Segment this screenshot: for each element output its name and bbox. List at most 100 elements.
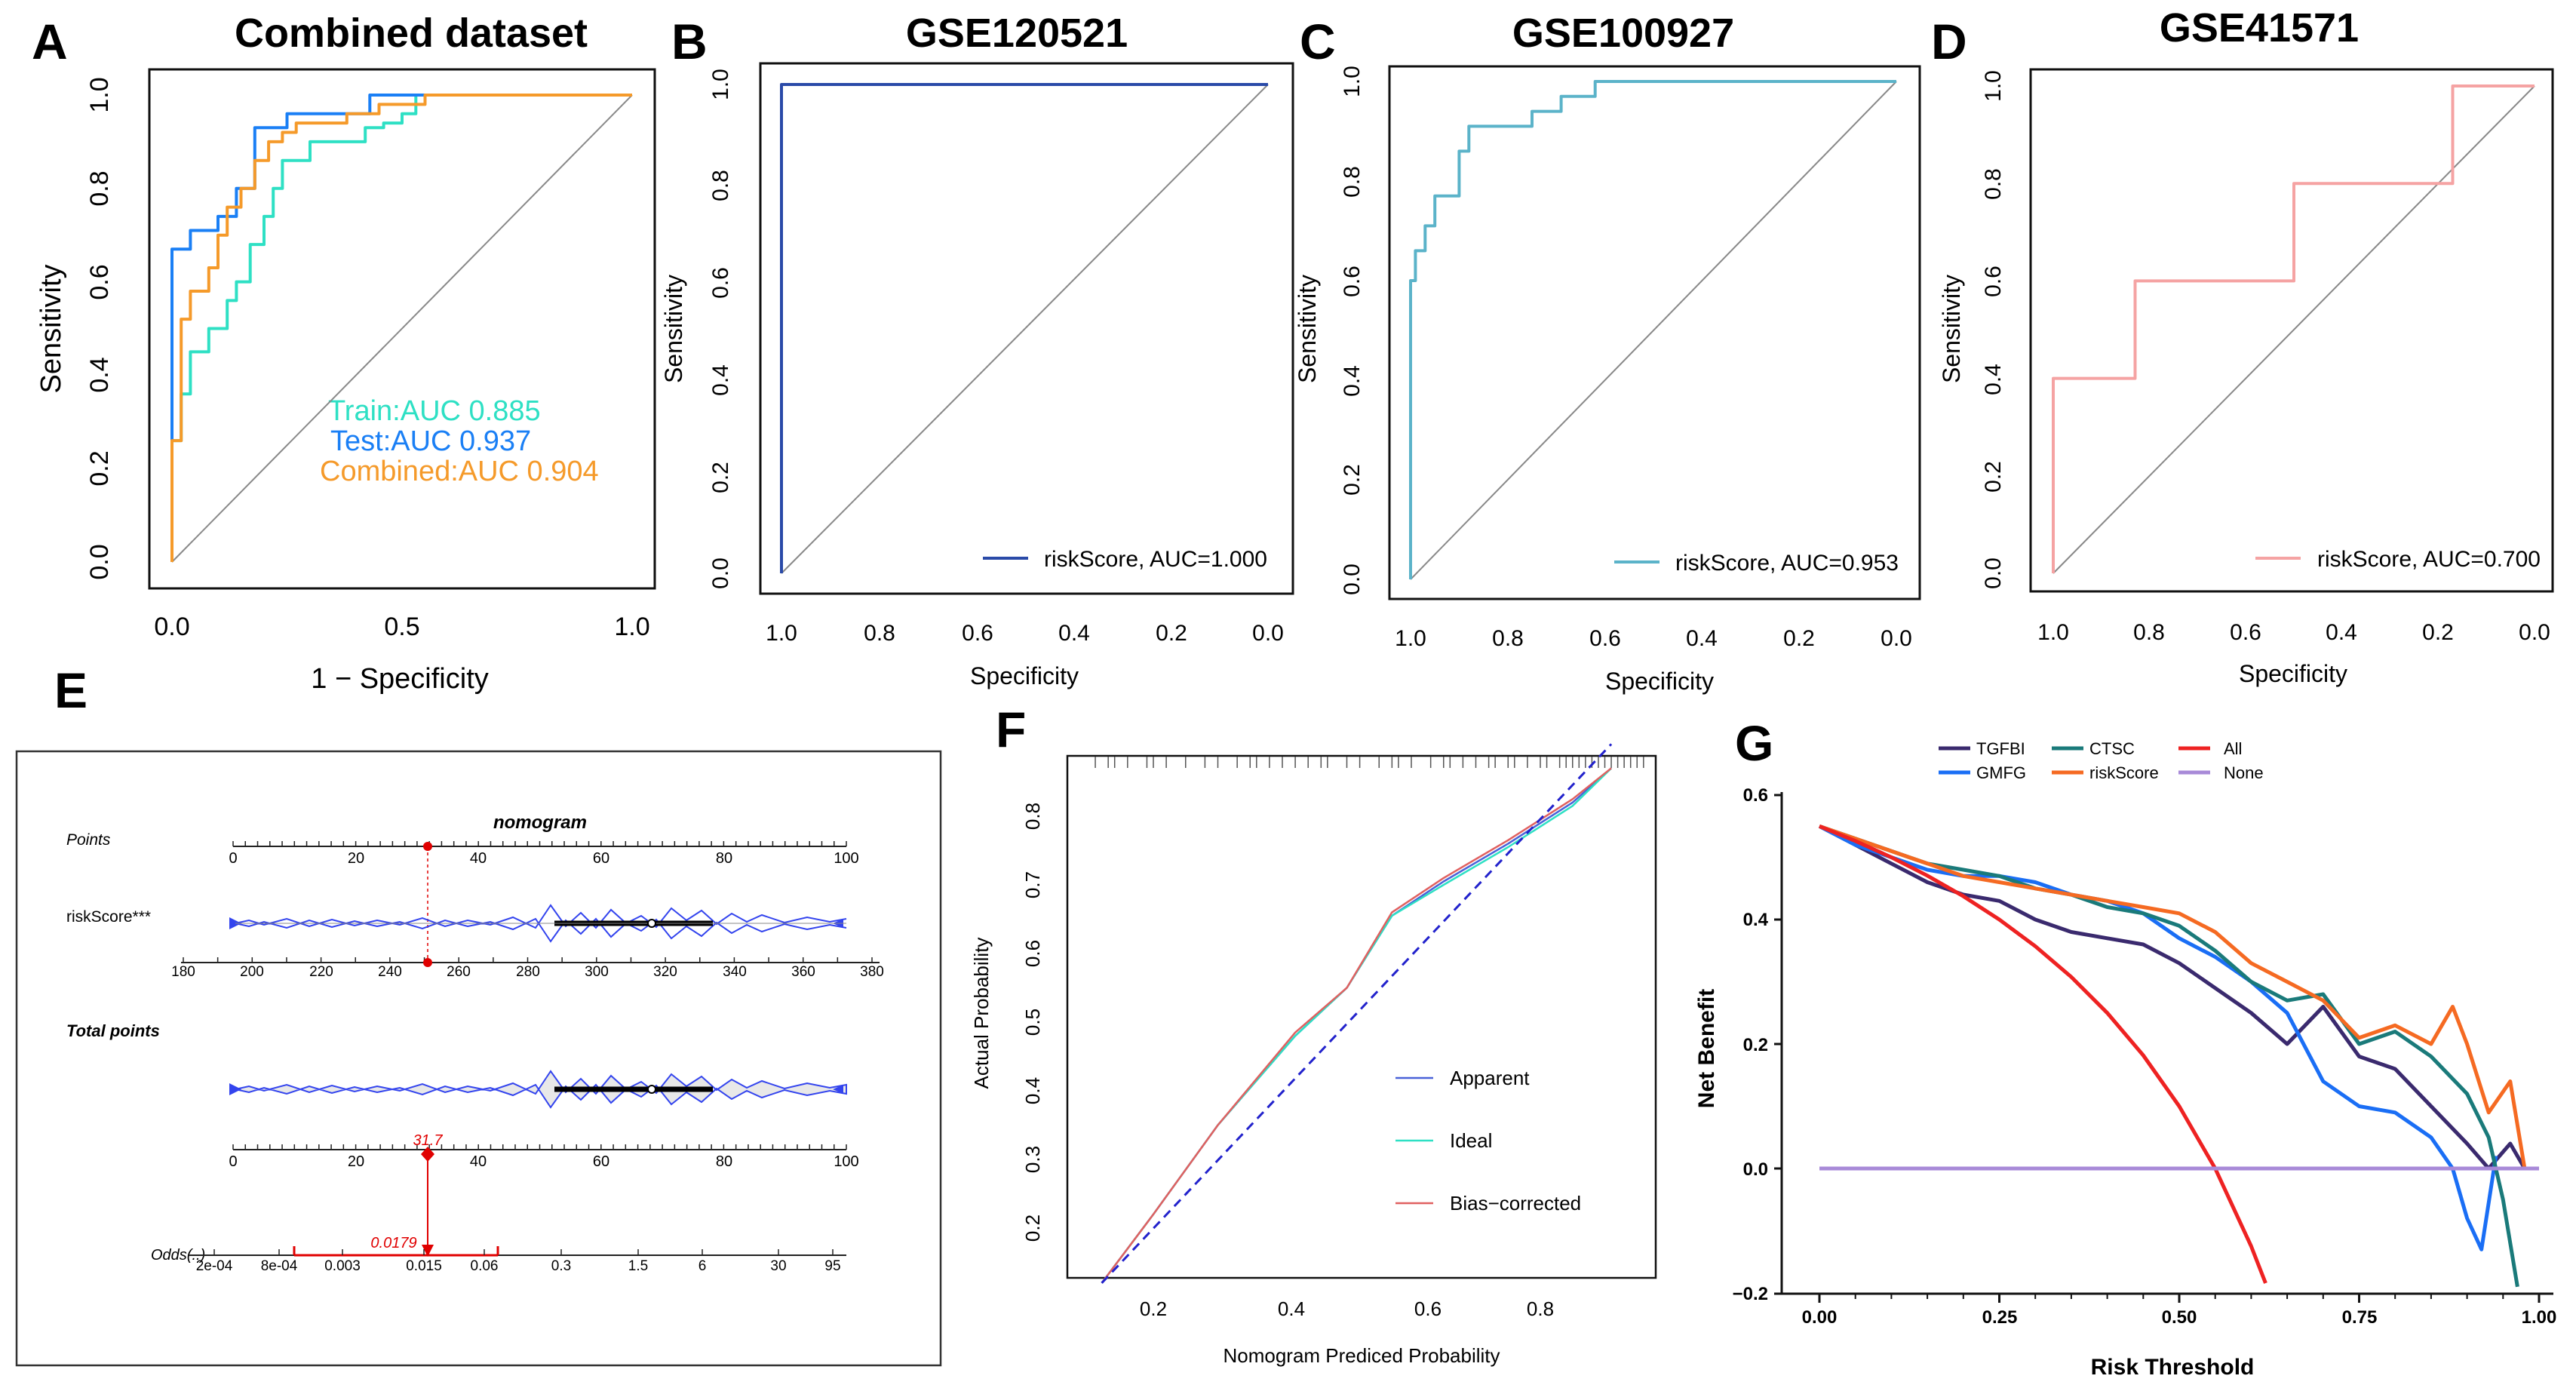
- panel-g-legend: TGFBI GMFG CTSC riskScore All None: [1939, 739, 2264, 782]
- panel-c-series-riskscore-auc-0-953: [1409, 80, 1896, 579]
- total-points-label: Total points: [66, 1021, 160, 1040]
- panel-d-legend: riskScore, AUC=0.700: [2255, 547, 2541, 572]
- riskscore-axis-ticks: [183, 957, 873, 963]
- total-tick-label: 80: [716, 1153, 732, 1170]
- panel-b-ytick: 0.2: [708, 462, 733, 493]
- odds-tick-label: 0.3: [551, 1258, 571, 1274]
- total-tick-label: 0: [229, 1153, 237, 1170]
- panel-d-reference-diagonal: [2053, 85, 2535, 574]
- panel-f-series-diagonal: [1101, 743, 1613, 1284]
- panel-c-ytick: 0.8: [1340, 166, 1365, 198]
- panel-d-xtick: 0.4: [2326, 620, 2357, 645]
- panel-d-xlabel: Specificity: [2239, 660, 2347, 687]
- riskscore-median: [647, 919, 656, 928]
- panel-c-title: GSE100927: [1512, 11, 1734, 56]
- panel-f-xtick: 0.4: [1278, 1297, 1305, 1320]
- panel-d-yticks: 0.0 0.2 0.4 0.6 0.8 1.0: [1981, 70, 2006, 589]
- legend-label-riskscore: riskScore: [2089, 763, 2159, 782]
- total-points-median: [647, 1085, 656, 1094]
- legend-label-ctsc: CTSC: [2089, 739, 2135, 758]
- total-tick-label: 100: [834, 1153, 858, 1170]
- panel-g-xtick: 1.00: [2522, 1307, 2557, 1328]
- panel-e-frame: [15, 750, 942, 1367]
- panel-g-yticks: −0.2 0.0 0.2 0.4 0.6: [1733, 785, 1769, 1304]
- points-axis-labels: 0 20 40 60 80 100: [229, 850, 858, 867]
- panel-b-xtick: 0.8: [864, 621, 895, 646]
- panel-c-xtick: 0.0: [1881, 626, 1912, 651]
- panel-a-ytick: 1.0: [85, 77, 114, 112]
- panel-f-ytick: 0.3: [1021, 1146, 1044, 1173]
- panel-g-ytick: 0.6: [1743, 785, 1768, 806]
- panel-a-ytick: 0.4: [85, 357, 114, 392]
- panel-f-xticks: 0.2 0.4 0.6 0.8: [1140, 1297, 1554, 1320]
- panel-a-reference-diagonal: [171, 94, 633, 563]
- panel-d-plot-frame: [2029, 68, 2554, 593]
- panel-b-ytick: 1.0: [708, 69, 733, 100]
- panel-g-xtick: 0.25: [1982, 1307, 2018, 1328]
- panel-c-legend: riskScore, AUC=0.953: [1614, 551, 1899, 576]
- panel-b-xlabel: Specificity: [970, 662, 1079, 689]
- panel-f-ytick: 0.4: [1021, 1077, 1044, 1104]
- points-row-label: Points: [66, 831, 111, 849]
- panel-e-letter: E: [54, 662, 88, 718]
- panel-g-series-riskscore: [1819, 824, 2527, 1169]
- riskscore-marker: [423, 958, 432, 967]
- riskscore-tick-label: 260: [447, 964, 471, 980]
- panel-c-xtick: 1.0: [1395, 626, 1426, 651]
- panel-f-legend-ideal: Ideal: [1450, 1129, 1492, 1152]
- panel-c-ytick: 0.0: [1340, 563, 1365, 595]
- panel-a-xtick: 1.0: [614, 613, 649, 641]
- panel-a-annotations: Train:AUC 0.885 Test:AUC 0.937 Combined:…: [320, 395, 599, 487]
- panel-f-rug: [1095, 757, 1644, 768]
- panel-g-xtick: 0.50: [2162, 1307, 2197, 1328]
- panel-d-legend-label: riskScore, AUC=0.700: [2317, 547, 2541, 572]
- total-tick-label: 40: [470, 1153, 487, 1170]
- panel-d-ylabel: Sensitivity: [1938, 275, 1965, 383]
- riskscore-tick-label: 340: [723, 964, 747, 980]
- panel-g-xtick: 0.00: [1802, 1307, 1838, 1328]
- panel-a-plot-frame: [148, 68, 656, 590]
- panel-a-auc-combined: Combined:AUC 0.904: [320, 456, 599, 487]
- panel-f-xtick: 0.6: [1414, 1297, 1442, 1320]
- panel-b-xtick: 0.2: [1156, 621, 1187, 646]
- odds-tick-label: 8e-04: [261, 1258, 298, 1274]
- odds-tick-label: 6: [698, 1258, 707, 1274]
- panel-f: F 0.2 0.3 0.4 0.5 0.6 0.7 0.8 0.2 0.4 0.…: [970, 702, 1657, 1367]
- panel-f-legend-apparent: Apparent: [1450, 1067, 1530, 1089]
- riskscore-tick-label: 300: [585, 964, 609, 980]
- odds-tick-label: 30: [770, 1258, 786, 1274]
- odds-tick-label: 0.015: [406, 1258, 442, 1274]
- odds-axis-labels: 2e-04 8e-04 0.003 0.015 0.06 0.3 1.5 6 3…: [196, 1258, 841, 1274]
- legend-label-tgfbi: TGFBI: [1976, 739, 2025, 758]
- panel-a-ytick: 0.8: [85, 170, 114, 206]
- odds-axis-ticks: [213, 1249, 834, 1255]
- points-tick-label: 80: [716, 850, 732, 867]
- odds-tick-label: 1.5: [628, 1258, 648, 1274]
- panel-g-xticks: 0.00 0.25 0.50 0.75 1.00: [1802, 1307, 2557, 1328]
- panel-f-xtick: 0.2: [1140, 1297, 1167, 1320]
- panel-d-xticks: 1.0 0.8 0.6 0.4 0.2 0.0: [2037, 620, 2550, 645]
- panel-b-xtick: 0.0: [1252, 621, 1284, 646]
- panel-b-legend: riskScore, AUC=1.000: [983, 547, 1267, 572]
- panel-a-ytick: 0.2: [85, 450, 114, 486]
- panel-a-ytick: 0.6: [85, 264, 114, 299]
- panel-g-series-gmfg: [1818, 825, 2498, 1251]
- panel-d-ytick: 1.0: [1981, 70, 2006, 102]
- panel-b-series-riskscore-auc-1-000: [780, 83, 1268, 573]
- panel-d-ytick: 0.6: [1981, 266, 2006, 297]
- panel-b-ytick: 0.4: [708, 364, 733, 396]
- total-points-violin: [235, 1070, 847, 1109]
- riskscore-tick-label: 320: [653, 964, 677, 980]
- panel-a-ylabel: Sensitivity: [35, 264, 67, 393]
- panel-g-xtick: 0.75: [2342, 1307, 2378, 1328]
- panel-b-xtick: 0.4: [1058, 621, 1090, 646]
- panel-f-xlabel: Nomogram Prediced Probability: [1223, 1344, 1500, 1367]
- panel-c: C GSE100927 0.0 0.2 0.4 0.6 0.8 1.0 1.0 …: [1294, 11, 1921, 695]
- panel-a-auc-test: Test:AUC 0.937: [330, 425, 531, 457]
- panel-c-ylabel: Sensitivity: [1294, 275, 1321, 383]
- legend-label-gmfg: GMFG: [1976, 763, 2026, 782]
- odds-tick-label: 0.003: [324, 1258, 361, 1274]
- riskscore-axis-labels: 180 200 220 240 260 280 300 320 340 360 …: [171, 964, 884, 980]
- panel-g-x-tick-marks: [1818, 1294, 2541, 1303]
- points-tick-label: 40: [470, 850, 487, 867]
